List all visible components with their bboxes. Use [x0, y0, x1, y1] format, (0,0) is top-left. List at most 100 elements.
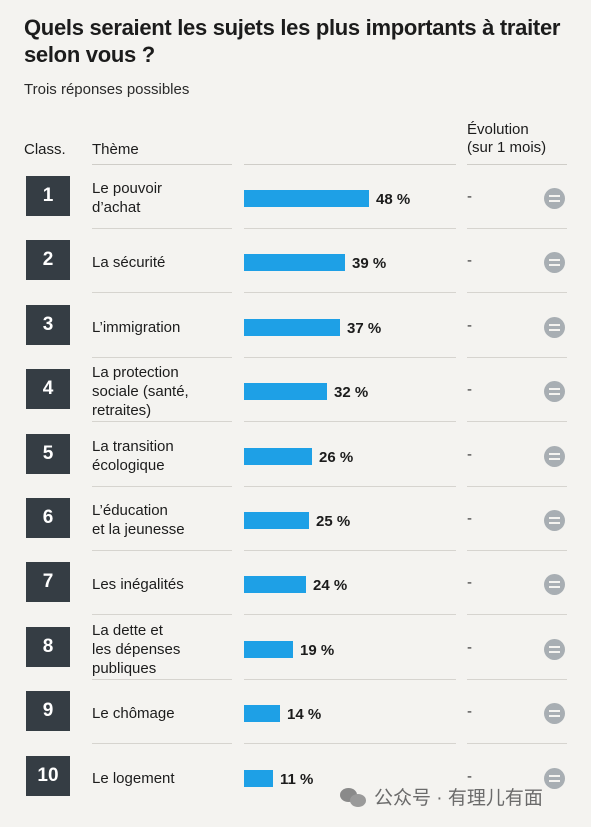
evolution-value: -	[467, 446, 472, 463]
value-label: 24 %	[313, 577, 348, 594]
watermark: 公众号 · 有理儿有面	[340, 783, 543, 810]
rank-badge: 4	[26, 369, 70, 409]
header-evolution: Évolution (sur 1 mois)	[467, 121, 547, 156]
bar	[244, 448, 312, 465]
rank-badge: 9	[26, 691, 70, 731]
equal-circle-icon	[544, 639, 565, 660]
row-divider	[92, 357, 232, 358]
equal-circle-icon	[544, 252, 565, 273]
header-theme: Thème	[92, 141, 139, 158]
rank-badge: 10	[26, 756, 70, 796]
value-label: 32 %	[334, 384, 369, 401]
bar	[244, 512, 309, 529]
evolution-value: -	[467, 317, 472, 334]
theme-label: La dette et les dépenses publiques	[92, 621, 181, 677]
chart-title: Quels seraient les sujets les plus impor…	[24, 15, 561, 67]
equal-circle-icon	[544, 446, 565, 467]
row-divider	[467, 743, 567, 744]
row-divider	[244, 743, 456, 744]
header-divider	[244, 164, 456, 165]
theme-label: Le pouvoir d’achat	[92, 180, 163, 216]
bar	[244, 319, 340, 336]
value-label: 39 %	[352, 255, 387, 272]
equal-circle-icon	[544, 574, 565, 595]
equal-circle-icon	[544, 381, 565, 402]
theme-label: Le chômage	[92, 704, 175, 722]
value-label: 48 %	[376, 191, 411, 208]
row-divider	[92, 421, 232, 422]
equal-circle-icon	[544, 510, 565, 531]
row-divider	[92, 679, 232, 680]
table-row: 8 La dette et les dépenses publiques 19 % -	[0, 620, 591, 684]
rank-badge: 6	[26, 498, 70, 538]
evolution-value: -	[467, 510, 472, 527]
row-divider	[244, 292, 456, 293]
row-divider	[92, 743, 232, 744]
table-row: 4 La protection sociale (santé, retraites…	[0, 362, 591, 426]
theme-label: La transition écologique	[92, 438, 174, 474]
value-label: 37 %	[347, 320, 382, 337]
evolution-value: -	[467, 703, 472, 720]
row-divider	[467, 486, 567, 487]
row-divider	[467, 292, 567, 293]
table-row: 10 Le logement 11 % -	[0, 749, 591, 813]
theme-label: L’éducation et la jeunesse	[92, 502, 185, 538]
row-divider	[244, 550, 456, 551]
table-row: 6 L’éducation et la jeunesse 25 % -	[0, 491, 591, 555]
row-divider	[244, 679, 456, 680]
row-divider	[467, 357, 567, 358]
chart-subtitle: Trois réponses possibles	[24, 81, 190, 98]
evolution-value: -	[467, 381, 472, 398]
theme-label: Les inégalités	[92, 575, 184, 593]
bar	[244, 576, 306, 593]
header-class: Class.	[24, 141, 66, 158]
header-divider	[467, 164, 567, 165]
rank-badge: 3	[26, 305, 70, 345]
table-row: 1 Le pouvoir d’achat 48 % -	[0, 169, 591, 233]
bar	[244, 770, 273, 787]
evolution-value: -	[467, 252, 472, 269]
table-row: 5 La transition écologique 26 % -	[0, 427, 591, 491]
equal-circle-icon	[544, 317, 565, 338]
bar	[244, 190, 369, 207]
evolution-value: -	[467, 188, 472, 205]
wechat-icon	[340, 786, 368, 808]
rank-badge: 2	[26, 240, 70, 280]
value-label: 25 %	[316, 513, 351, 530]
row-divider	[244, 421, 456, 422]
equal-circle-icon	[544, 703, 565, 724]
table-row: 2 La sécurité 39 % -	[0, 233, 591, 297]
bar	[244, 705, 280, 722]
rank-badge: 5	[26, 434, 70, 474]
theme-label: Le logement	[92, 769, 175, 787]
equal-circle-icon	[544, 768, 565, 789]
bar	[244, 383, 327, 400]
rank-badge: 7	[26, 562, 70, 602]
table-row: 3 L’immigration 37 % -	[0, 298, 591, 362]
rank-badge: 8	[26, 627, 70, 667]
bar	[244, 254, 345, 271]
bar	[244, 641, 293, 658]
row-divider	[244, 486, 456, 487]
table-row: 7 Les inégalités 24 % -	[0, 555, 591, 619]
row-divider	[467, 228, 567, 229]
row-divider	[92, 550, 232, 551]
value-label: 26 %	[319, 449, 354, 466]
row-divider	[92, 614, 232, 615]
row-divider	[244, 357, 456, 358]
value-label: 14 %	[287, 706, 322, 723]
evolution-value: -	[467, 768, 472, 785]
header-divider	[92, 164, 232, 165]
value-label: 11 %	[280, 771, 314, 788]
theme-label: La sécurité	[92, 253, 166, 271]
rank-badge: 1	[26, 176, 70, 216]
row-divider	[467, 679, 567, 680]
equal-circle-icon	[544, 188, 565, 209]
theme-label: L’immigration	[92, 318, 181, 336]
row-divider	[244, 228, 456, 229]
watermark-text: 公众号 · 有理儿有面	[374, 788, 543, 809]
row-divider	[92, 486, 232, 487]
evolution-value: -	[467, 639, 472, 656]
row-divider	[467, 614, 567, 615]
evolution-value: -	[467, 574, 472, 591]
